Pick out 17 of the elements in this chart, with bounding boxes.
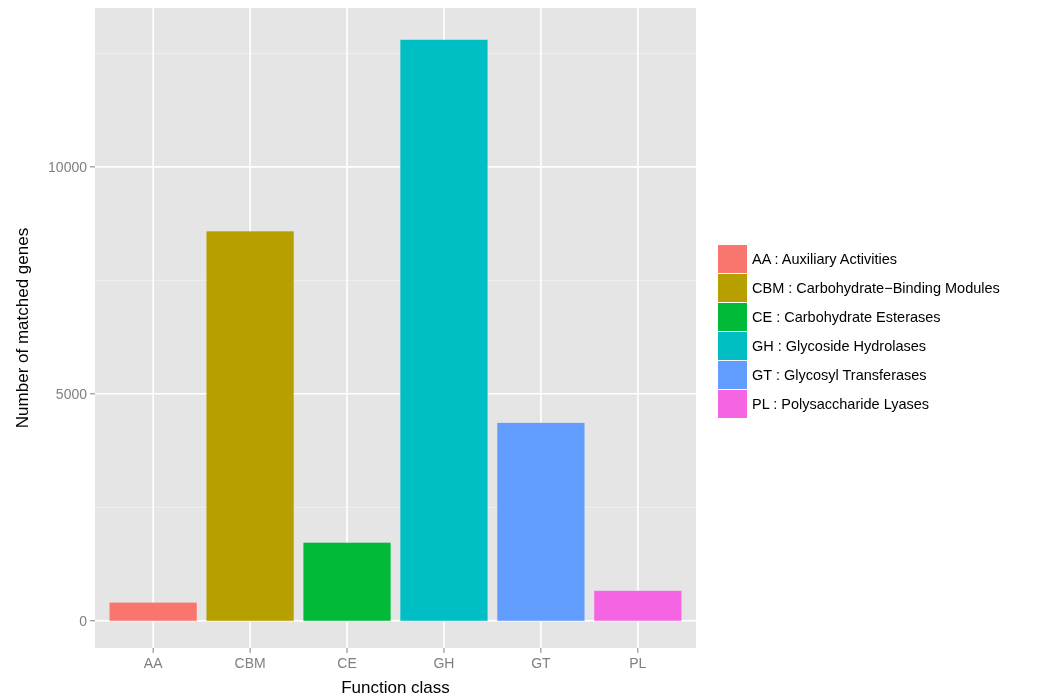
legend-label: GT : Glycosyl Transferases [752, 367, 927, 384]
x-tick-label: CBM [234, 655, 266, 671]
y-tick-label: 0 [79, 612, 88, 629]
y-axis-title: Number of matched genes [13, 227, 32, 429]
x-tick-label: CE [337, 655, 357, 671]
x-tick-label: GH [433, 655, 455, 671]
x-tick-label: GT [531, 655, 552, 671]
x-tick-label: AA [143, 655, 164, 671]
x-tick-label: PL [629, 655, 647, 671]
x-axis-title: Function class [341, 678, 450, 697]
legend-label: CBM : Carbohydrate−Binding Modules [752, 280, 1000, 297]
legend-label: AA : Auxiliary Activities [752, 251, 898, 268]
legend-label: PL : Polysaccharide Lyases [752, 396, 930, 413]
legend-label: GH : Glycoside Hydrolases [752, 338, 927, 355]
legend-label: CE : Carbohydrate Esterases [752, 309, 941, 326]
y-tick-label: 10000 [48, 158, 88, 175]
y-tick-label: 5000 [55, 385, 88, 402]
